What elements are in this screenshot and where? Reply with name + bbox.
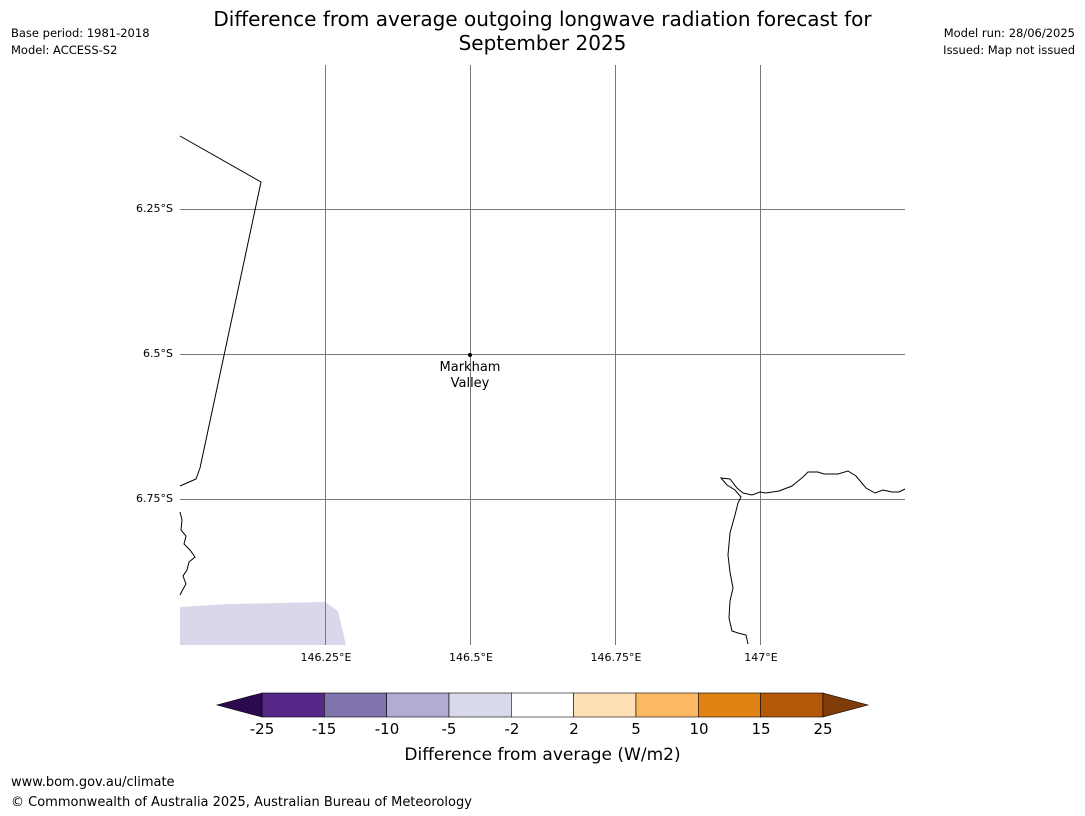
colorbar-tick: -15 bbox=[311, 720, 337, 738]
lat-label-6.5: 6.5°S bbox=[143, 347, 173, 360]
colorbar-tick: 25 bbox=[813, 720, 833, 738]
header-right: Model run: 28/06/2025 Issued: Map not is… bbox=[943, 25, 1075, 59]
colorbar-over-arrow bbox=[822, 692, 870, 718]
title-line-2: September 2025 bbox=[458, 31, 627, 55]
place-label-markham-valley: Markham Valley bbox=[420, 360, 520, 392]
markham-valley-marker bbox=[468, 353, 472, 357]
colorbar-bin bbox=[635, 692, 699, 718]
colorbar-bin bbox=[698, 692, 761, 718]
colorbar-tick: 10 bbox=[689, 720, 709, 738]
footer-copyright: © Commonwealth of Australia 2025, Austra… bbox=[11, 795, 472, 810]
title-line-1: Difference from average outgoing longwav… bbox=[213, 7, 872, 31]
colorbar-tick: -2 bbox=[504, 720, 520, 738]
lat-label-6.25: 6.25°S bbox=[136, 202, 173, 215]
footer-url[interactable]: www.bom.gov.au/climate bbox=[11, 775, 175, 790]
colorbar-tick: -25 bbox=[249, 720, 275, 738]
lon-label-146.75: 146.75°E bbox=[590, 651, 642, 664]
lon-label-146.25: 146.25°E bbox=[300, 651, 352, 664]
colorbar-tick: 5 bbox=[631, 720, 641, 738]
lat-label-6.75: 6.75°S bbox=[136, 492, 173, 505]
coastline-east bbox=[719, 470, 906, 645]
model-run-text: Model run: 28/06/2025 bbox=[943, 26, 1075, 40]
colorbar-bin bbox=[324, 692, 387, 718]
colorbar-tick: -5 bbox=[441, 720, 457, 738]
base-period-text: Base period: 1981-2018 bbox=[11, 26, 150, 40]
header-left: Base period: 1981-2018 Model: ACCESS-S2 bbox=[11, 25, 150, 59]
colorbar-bin bbox=[511, 692, 574, 718]
colorbar bbox=[215, 692, 870, 718]
coastlines bbox=[179, 135, 906, 645]
colorbar-bin bbox=[573, 692, 637, 718]
colorbar-bin bbox=[448, 692, 512, 718]
boundary-line-west bbox=[179, 135, 262, 487]
lon-label-146.5: 146.5°E bbox=[449, 651, 493, 664]
colorbar-tick: -10 bbox=[374, 720, 400, 738]
map-title: Difference from average outgoing longwav… bbox=[180, 7, 905, 55]
issued-text: Issued: Map not issued bbox=[943, 43, 1075, 57]
colorbar-tick: 15 bbox=[751, 720, 771, 738]
colorbar-tick: 2 bbox=[569, 720, 579, 738]
gridlines bbox=[180, 65, 905, 645]
model-text: Model: ACCESS-S2 bbox=[11, 43, 118, 57]
coastline-west bbox=[179, 511, 196, 596]
colorbar-under-arrow bbox=[215, 692, 263, 718]
colorbar-bin bbox=[760, 692, 824, 718]
colorbar-bin bbox=[386, 692, 450, 718]
colorbar-bin bbox=[261, 692, 325, 718]
place-label-line-2: Valley bbox=[450, 376, 490, 391]
lon-label-147: 147°E bbox=[744, 651, 778, 664]
shaded-anomaly-region bbox=[180, 602, 346, 645]
place-label-line-1: Markham bbox=[439, 360, 501, 375]
colorbar-label: Difference from average (W/m2) bbox=[404, 745, 681, 765]
